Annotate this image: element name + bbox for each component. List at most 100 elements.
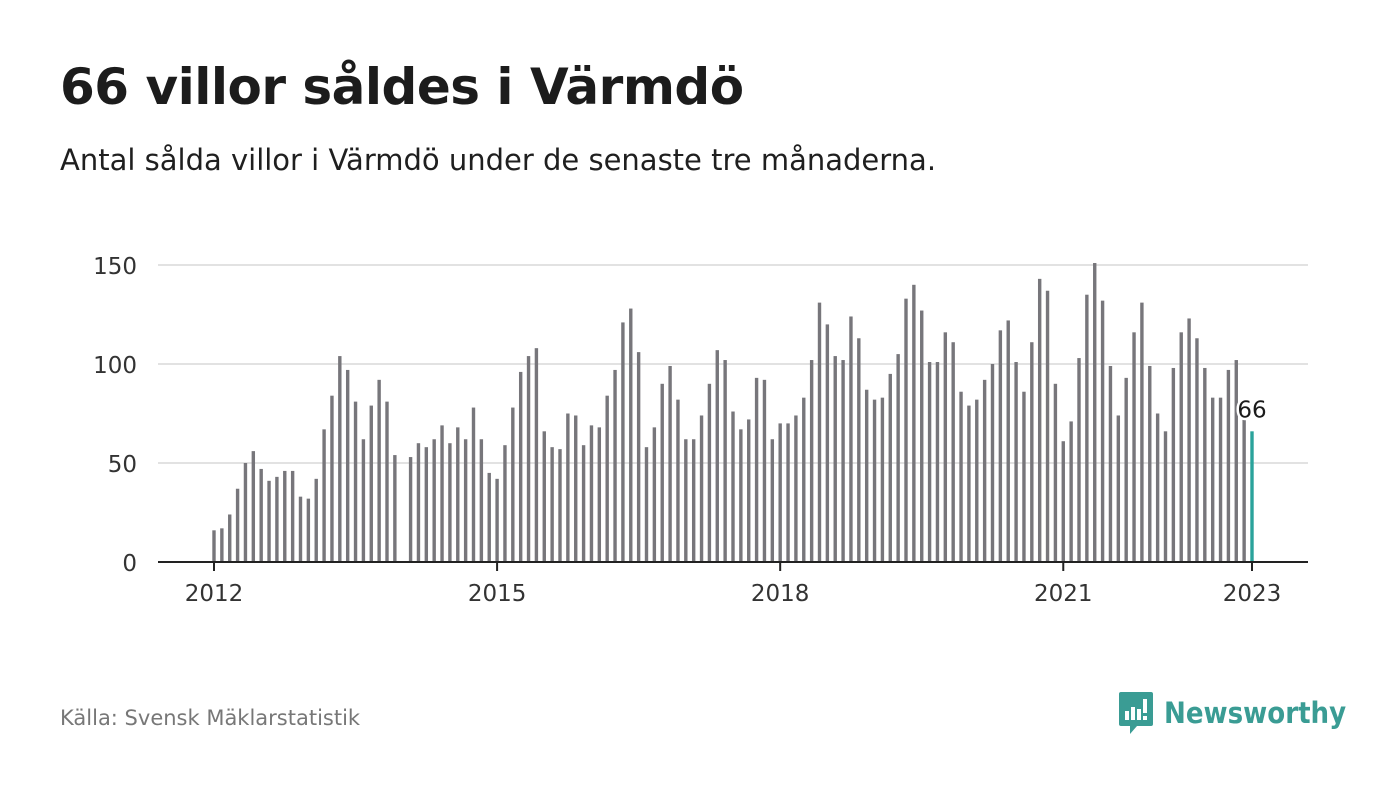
bar bbox=[1030, 342, 1034, 562]
bar bbox=[613, 369, 617, 562]
bar bbox=[393, 455, 397, 562]
bar bbox=[345, 369, 350, 562]
x-tick-label: 2018 bbox=[751, 581, 810, 607]
bar bbox=[1210, 397, 1215, 562]
bar bbox=[731, 411, 735, 562]
bar bbox=[825, 324, 830, 562]
bar bbox=[267, 480, 271, 562]
bar bbox=[786, 423, 790, 562]
bar bbox=[927, 362, 932, 562]
bar bbox=[621, 322, 625, 562]
x-tick-label: 2023 bbox=[1223, 581, 1282, 607]
bar bbox=[770, 439, 775, 562]
bar bbox=[471, 407, 476, 562]
bar bbox=[668, 365, 672, 562]
bars bbox=[212, 263, 1254, 562]
bar bbox=[353, 401, 358, 562]
y-tick-label: 100 bbox=[93, 353, 137, 379]
bar bbox=[935, 362, 940, 562]
bar bbox=[652, 427, 657, 562]
bar bbox=[1037, 278, 1042, 562]
bar bbox=[747, 419, 751, 562]
bar bbox=[1155, 413, 1160, 562]
bar bbox=[699, 415, 704, 562]
bar bbox=[1195, 338, 1199, 562]
bar bbox=[1218, 397, 1223, 562]
brand-logo: Newsworthy bbox=[1118, 690, 1346, 736]
bar bbox=[314, 478, 318, 562]
bar bbox=[920, 310, 924, 562]
bar bbox=[1093, 263, 1097, 562]
bar bbox=[1061, 441, 1065, 562]
bar bbox=[416, 443, 421, 562]
chart-title: 66 villor såldes i Värmdö bbox=[60, 58, 744, 116]
bar bbox=[322, 429, 326, 562]
bar bbox=[998, 330, 1003, 562]
bar bbox=[581, 445, 586, 562]
bar bbox=[1124, 377, 1128, 562]
bar bbox=[849, 316, 853, 562]
bar bbox=[1022, 391, 1026, 562]
bar bbox=[684, 439, 688, 562]
bar bbox=[259, 468, 263, 562]
bar bbox=[361, 439, 366, 562]
bar bbox=[1108, 365, 1113, 562]
bar bbox=[896, 354, 900, 562]
bar bbox=[975, 399, 979, 562]
bar bbox=[432, 439, 436, 562]
newsworthy-logo-icon bbox=[1119, 692, 1153, 734]
bar bbox=[864, 389, 869, 562]
bar bbox=[283, 470, 287, 562]
bar bbox=[440, 425, 444, 562]
bar bbox=[526, 356, 531, 562]
bar bbox=[574, 415, 578, 562]
y-tick-label: 150 bbox=[93, 254, 137, 280]
bar bbox=[691, 439, 696, 562]
bar bbox=[794, 415, 798, 562]
bar bbox=[1171, 367, 1176, 562]
bar bbox=[723, 360, 727, 562]
bar bbox=[228, 514, 232, 562]
bar bbox=[1085, 294, 1089, 562]
bar bbox=[377, 379, 381, 562]
bar bbox=[959, 391, 963, 562]
bar bbox=[715, 350, 719, 562]
bar bbox=[306, 498, 311, 562]
bar bbox=[534, 348, 539, 562]
bar bbox=[778, 423, 782, 562]
bar bbox=[943, 332, 948, 562]
bar bbox=[1242, 419, 1246, 562]
bar bbox=[487, 472, 491, 562]
x-axis-labels: 2012 2015 2018 2021 2023 bbox=[185, 581, 1282, 607]
y-tick-label: 0 bbox=[122, 551, 137, 577]
bar bbox=[982, 379, 987, 562]
bar bbox=[456, 427, 460, 562]
bar bbox=[660, 383, 664, 562]
bar bbox=[220, 528, 224, 562]
bar bbox=[385, 401, 389, 562]
bar bbox=[1203, 367, 1207, 562]
bar bbox=[1014, 362, 1018, 562]
bar bbox=[644, 447, 649, 562]
bar bbox=[857, 338, 861, 562]
brand-name: Newsworthy bbox=[1164, 696, 1347, 730]
bar bbox=[739, 429, 743, 562]
bar bbox=[235, 488, 240, 562]
bar bbox=[243, 463, 248, 562]
bar bbox=[1006, 320, 1010, 562]
bar bbox=[1163, 431, 1168, 562]
bar bbox=[1140, 302, 1144, 562]
bar bbox=[338, 356, 342, 562]
bar bbox=[605, 395, 609, 562]
source-note: Källa: Svensk Mäklarstatistik bbox=[60, 706, 361, 730]
bar bbox=[589, 425, 594, 562]
bar bbox=[298, 496, 303, 562]
bar bbox=[880, 397, 885, 562]
bar bbox=[330, 395, 334, 562]
y-axis-labels: 0 50 100 150 bbox=[93, 254, 137, 577]
bar bbox=[1179, 332, 1183, 562]
bar bbox=[841, 360, 845, 562]
bar bbox=[566, 413, 570, 562]
bar bbox=[967, 405, 971, 562]
bar bbox=[1250, 431, 1254, 562]
